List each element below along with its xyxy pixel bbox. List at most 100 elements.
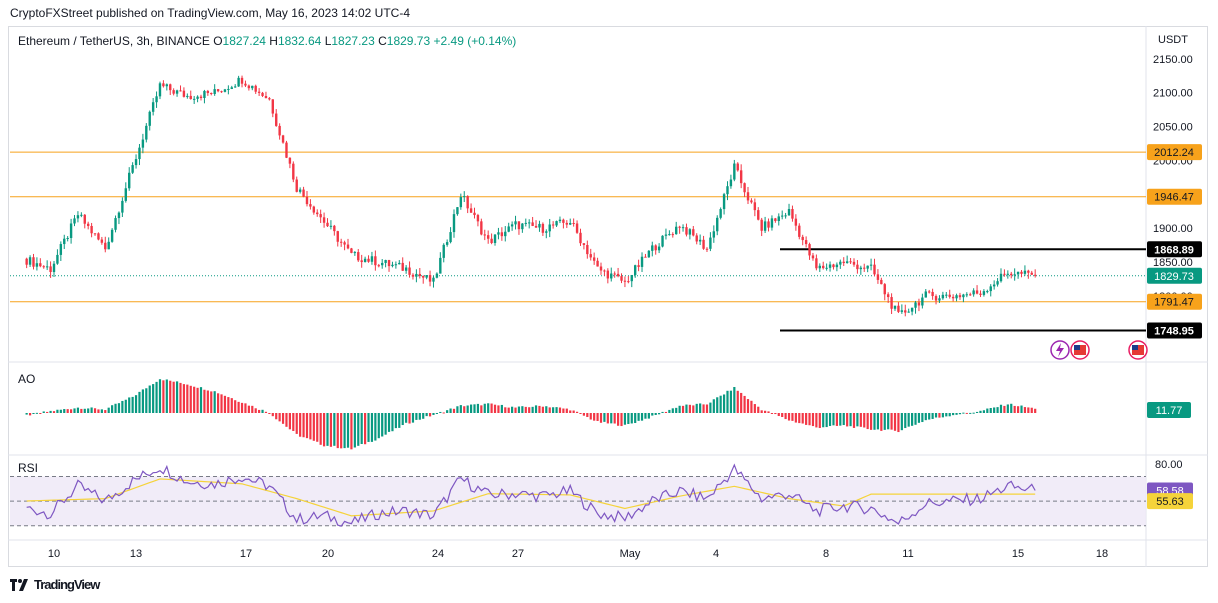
- candle-body: [678, 226, 681, 228]
- candle-body: [989, 286, 992, 292]
- ao-bar: [887, 413, 890, 430]
- candle-body: [223, 89, 227, 92]
- ao-bar: [405, 413, 408, 423]
- ao-bar: [982, 410, 985, 413]
- ao-bar: [801, 413, 804, 424]
- ao-bar: [114, 403, 117, 413]
- candle-body: [828, 264, 832, 268]
- candle-body: [192, 98, 196, 100]
- candle-body: [688, 229, 692, 235]
- candle-body: [965, 294, 969, 296]
- candle-body: [647, 250, 651, 258]
- ao-bar: [586, 413, 589, 417]
- ao-bar: [377, 413, 380, 439]
- ao-bar: [917, 413, 921, 423]
- ao-bar: [784, 413, 787, 420]
- ao-bar: [616, 413, 620, 426]
- price-axis-tick: 1900.00: [1153, 223, 1193, 235]
- ao-bar: [336, 413, 339, 449]
- tradingview-footer[interactable]: TradingView: [10, 577, 100, 592]
- ao-bar: [1016, 406, 1020, 413]
- ao-bar: [948, 413, 951, 417]
- level-badge-1868.89: [1147, 241, 1202, 258]
- candle-body: [206, 90, 210, 93]
- candle-body: [873, 264, 876, 275]
- candle-body: [370, 256, 374, 262]
- candle-body: [955, 295, 958, 299]
- candle-body: [938, 298, 941, 301]
- candle-body: [336, 231, 339, 242]
- candle-body: [134, 159, 138, 166]
- candle-body: [237, 77, 240, 87]
- ao-bar: [186, 384, 189, 413]
- candle-body: [326, 222, 329, 227]
- ao-histogram: [25, 379, 1037, 450]
- candle-body: [839, 261, 842, 265]
- ao-bar: [90, 407, 93, 413]
- ao-bar: [169, 380, 172, 413]
- candle-body: [599, 266, 603, 271]
- ao-bar: [391, 413, 394, 432]
- ao-bar: [353, 413, 356, 448]
- candle-body: [876, 274, 880, 280]
- candle-body: [76, 215, 80, 219]
- ao-bar: [59, 409, 62, 413]
- ao-bar: [1013, 405, 1016, 413]
- ao-bar: [490, 403, 493, 413]
- candle-body: [538, 223, 541, 228]
- ao-bar: [100, 409, 103, 413]
- candle-body: [56, 254, 59, 264]
- level-badge-1791.47: [1147, 293, 1202, 310]
- ao-bar: [35, 412, 39, 414]
- ao-bar: [610, 413, 613, 424]
- ao-bar: [993, 407, 996, 413]
- candle-body: [497, 232, 500, 235]
- candle-body: [613, 273, 616, 275]
- ao-bar: [606, 413, 609, 424]
- candle-body: [459, 197, 463, 208]
- candle-body: [100, 239, 104, 243]
- candle-body: [261, 92, 264, 96]
- ao-bar: [661, 411, 664, 413]
- candle-body: [695, 235, 698, 242]
- ao-bar: [866, 413, 869, 430]
- candle-body: [951, 296, 955, 299]
- ao-bar: [507, 407, 510, 413]
- candle-body: [275, 113, 278, 126]
- ao-bar: [681, 405, 685, 413]
- candle-body: [910, 307, 914, 312]
- candle-body: [42, 266, 45, 268]
- ao-bar: [456, 406, 459, 413]
- ao-bar: [411, 413, 415, 423]
- candle-body: [548, 224, 551, 232]
- ao-bar: [842, 413, 845, 426]
- ao-bar: [794, 413, 797, 423]
- price-axis-tick: 2150.00: [1153, 54, 1193, 66]
- ao-bar: [630, 413, 633, 424]
- ao-bar: [846, 413, 849, 427]
- candle-body: [500, 232, 504, 237]
- ao-bar: [835, 413, 838, 426]
- ao-bar: [627, 413, 630, 424]
- candle-body: [825, 267, 828, 269]
- ao-bar: [514, 407, 517, 413]
- ao-bar: [254, 408, 257, 413]
- candle-body: [524, 222, 527, 224]
- candle-body: [32, 257, 35, 267]
- ao-bar: [975, 411, 979, 413]
- candle-body: [931, 291, 934, 297]
- candle-body: [514, 221, 517, 225]
- ao-bar: [487, 403, 490, 413]
- candle-body: [179, 90, 182, 92]
- candle-body: [220, 91, 223, 93]
- candle-body: [169, 84, 172, 91]
- level-badge-1748.95: [1147, 322, 1202, 339]
- ao-bar: [497, 405, 500, 413]
- ao-bar: [422, 413, 425, 419]
- ao-bar: [805, 413, 808, 425]
- ao-bar: [548, 407, 551, 413]
- ao-bar: [145, 388, 148, 413]
- candle-body: [350, 248, 353, 253]
- ao-title: AO: [18, 372, 36, 386]
